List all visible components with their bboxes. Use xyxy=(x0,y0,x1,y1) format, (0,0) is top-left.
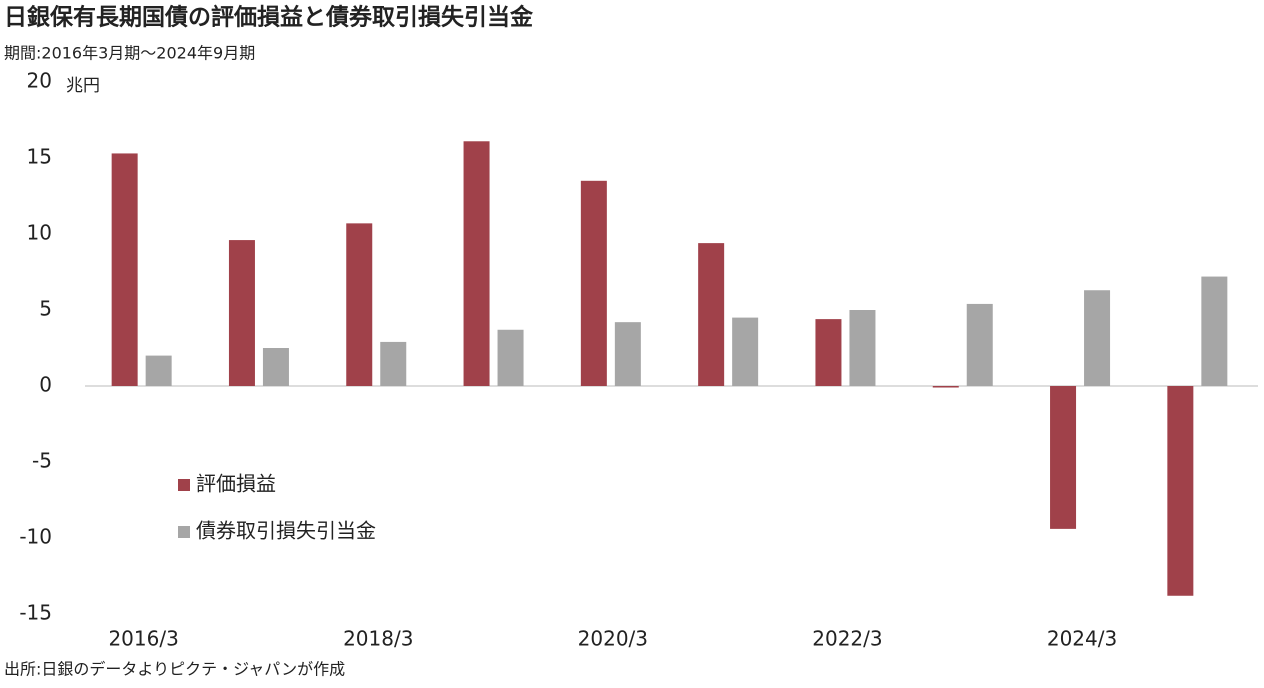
bar xyxy=(614,322,641,386)
y-tick-label: -15 xyxy=(19,601,52,625)
bar xyxy=(380,341,407,386)
x-tick-label: 2024/3 xyxy=(1047,627,1117,651)
bar xyxy=(497,329,524,386)
bar xyxy=(228,240,255,386)
x-tick-label: 2022/3 xyxy=(812,627,882,651)
legend-swatch xyxy=(178,479,190,491)
y-tick-label: 0 xyxy=(39,373,52,397)
bar xyxy=(732,317,759,386)
y-tick-label: -10 xyxy=(19,525,52,549)
bar xyxy=(1167,386,1194,596)
bar xyxy=(966,303,993,386)
y-tick-label: -5 xyxy=(32,449,52,473)
source: 出所:日銀のデータよりピクテ・ジャパンが作成 xyxy=(4,660,345,679)
bar xyxy=(145,355,172,386)
bar xyxy=(849,310,876,386)
bar xyxy=(463,141,490,386)
x-tick-label: 2018/3 xyxy=(343,627,413,651)
bar xyxy=(111,153,138,386)
y-tick-label: 10 xyxy=(27,221,52,245)
y-tick-label: 15 xyxy=(27,145,52,169)
legend-swatch xyxy=(178,526,190,538)
bar xyxy=(698,243,725,386)
bar xyxy=(1084,290,1111,386)
x-tick-label: 2020/3 xyxy=(578,627,648,651)
bar xyxy=(1050,386,1077,529)
bar xyxy=(346,223,373,386)
x-tick-label: 2016/3 xyxy=(108,627,178,651)
bar xyxy=(815,319,842,386)
chart-title: 日銀保有長期国債の評価損益と債券取引損失引当金 xyxy=(4,4,534,31)
y-tick-label: 5 xyxy=(39,297,52,321)
y-tick-label: 20 xyxy=(27,69,52,93)
bar xyxy=(1201,276,1228,386)
chart-subtitle: 期間:2016年3月期～2024年9月期 xyxy=(4,44,255,63)
legend-label: 債券取引損失引当金 xyxy=(196,519,376,543)
bar xyxy=(262,348,289,386)
bar xyxy=(580,180,607,386)
y-unit: 兆円 xyxy=(66,76,100,96)
legend-label: 評価損益 xyxy=(196,472,276,496)
bar xyxy=(932,386,959,388)
